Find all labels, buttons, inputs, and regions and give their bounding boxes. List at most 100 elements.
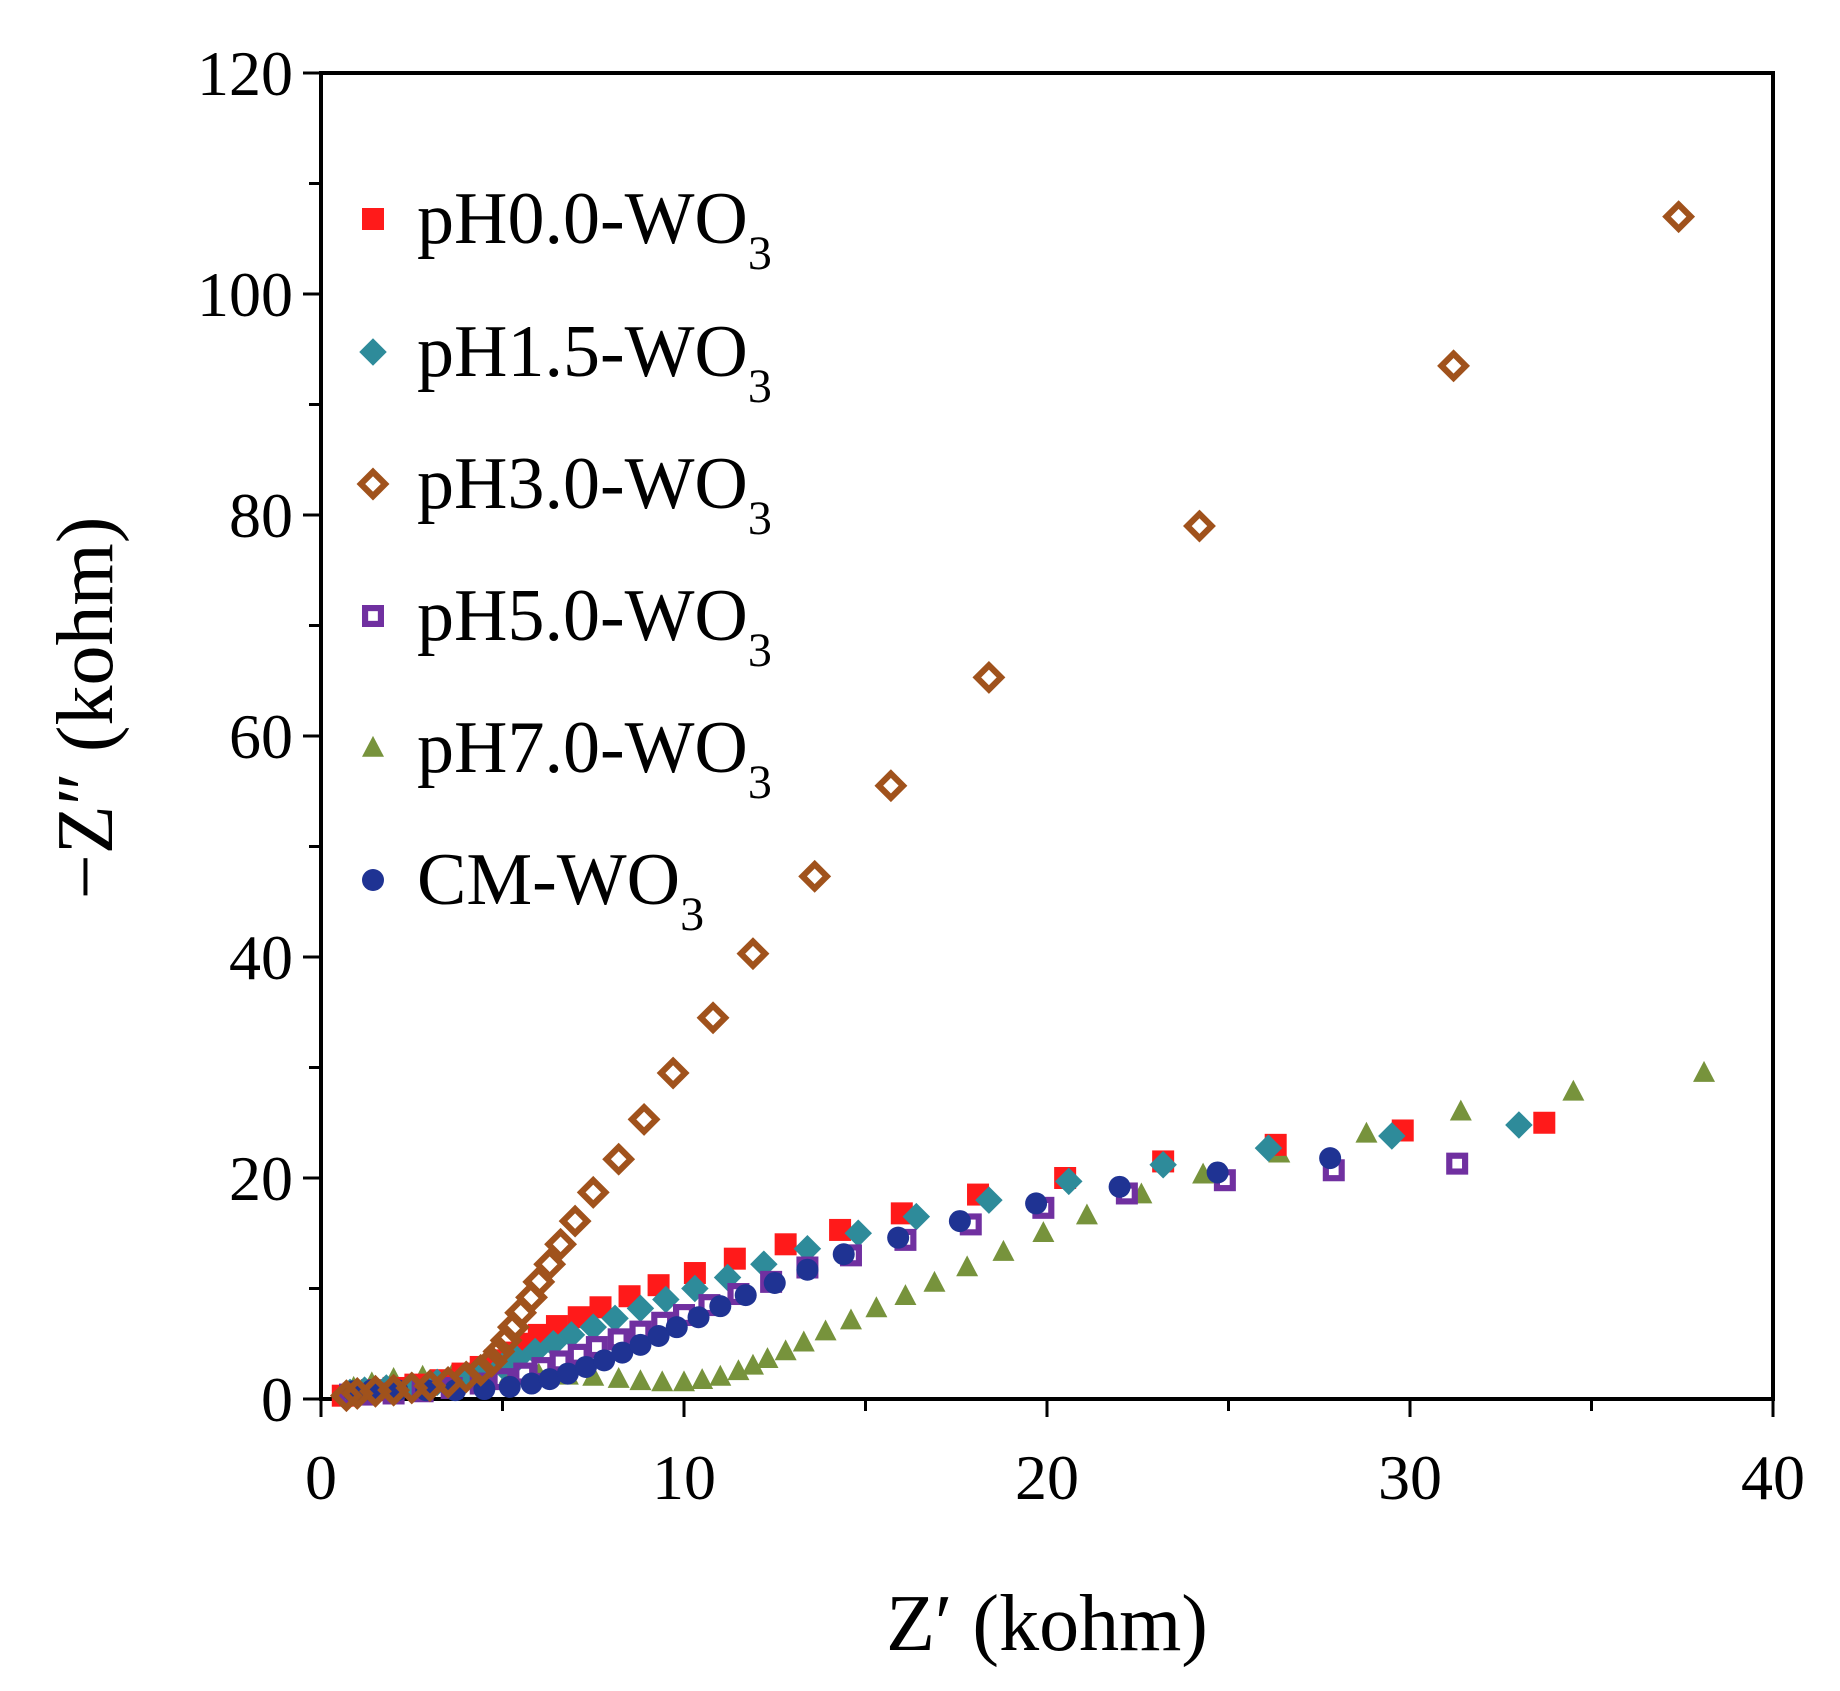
data-point	[829, 1218, 852, 1241]
data-point	[774, 1233, 797, 1256]
data-point	[1206, 1161, 1229, 1184]
data-point	[796, 1258, 819, 1281]
data-point	[627, 1102, 661, 1136]
data-point	[723, 1247, 746, 1270]
data-point	[611, 1341, 634, 1364]
data-point	[651, 1370, 674, 1392]
data-point	[607, 1367, 630, 1388]
data-point	[756, 1347, 779, 1369]
legend-label-text: pH5.0-WO	[417, 575, 748, 657]
data-point	[763, 1271, 786, 1294]
legend-item: pH0.0-WO3	[362, 178, 772, 280]
data-point	[691, 1368, 714, 1390]
x-tick-label: 40	[1741, 1442, 1805, 1513]
legend-marker	[362, 208, 384, 230]
data-point	[874, 769, 908, 803]
series-ph3-0-wo3	[329, 200, 1696, 1413]
data-point	[798, 859, 832, 893]
data-point	[464, 1353, 498, 1387]
data-point	[709, 1295, 732, 1318]
data-point	[1055, 1167, 1083, 1196]
data-point	[774, 1339, 797, 1361]
y-tick-label: 40	[229, 922, 293, 993]
data-point	[1562, 1079, 1585, 1101]
y-tick-label: 60	[229, 701, 293, 772]
data-point	[673, 1370, 695, 1392]
data-point	[582, 1364, 605, 1386]
data-point	[1533, 1111, 1556, 1134]
series-ph1-5-wo3	[336, 1111, 1533, 1407]
data-point	[792, 1330, 815, 1352]
legend-label-subscript: 3	[748, 756, 772, 809]
legend-label-text: pH7.0-WO	[417, 707, 748, 789]
data-point	[1075, 1203, 1098, 1225]
x-axis-label: Z′ (kohm)	[886, 1580, 1208, 1668]
y-tick-label: 120	[197, 38, 293, 109]
legend-label: CM-WO3	[417, 839, 704, 941]
data-point	[1108, 1175, 1131, 1198]
legend-label: pH1.5-WO3	[417, 311, 772, 413]
data-point	[544, 1227, 578, 1261]
data-point	[844, 1219, 872, 1247]
y-tick-label: 0	[261, 1364, 293, 1435]
data-point	[894, 1284, 917, 1306]
data-point	[902, 1202, 931, 1231]
data-point	[1319, 1147, 1342, 1170]
legend-label: pH3.0-WO3	[417, 443, 772, 545]
data-point	[793, 1234, 822, 1263]
data-point	[329, 1379, 363, 1413]
data-point	[736, 937, 770, 971]
data-point	[589, 1296, 612, 1319]
y-tick-label: 100	[197, 259, 293, 330]
data-point	[992, 1239, 1015, 1261]
legend: pH0.0-WO3pH1.5-WO3pH3.0-WO3pH5.0-WO3pH7.…	[356, 178, 772, 941]
data-point	[629, 1369, 652, 1391]
data-point	[1025, 1192, 1048, 1215]
data-point	[727, 1359, 750, 1381]
data-point	[687, 1306, 710, 1329]
data-point	[1662, 200, 1696, 234]
data-point	[579, 1313, 607, 1341]
data-point	[741, 1353, 764, 1375]
data-point	[975, 1186, 1003, 1214]
data-point	[696, 1001, 730, 1035]
data-point	[948, 1210, 971, 1233]
data-point	[1183, 509, 1216, 543]
legend-label-subscript: 3	[680, 888, 704, 941]
data-point	[1149, 1150, 1177, 1179]
legend-item: pH7.0-WO3	[362, 707, 772, 809]
legend-label-subscript: 3	[748, 360, 772, 413]
y-axis-label: −Z″ (kohm)	[42, 517, 130, 900]
legend-label-text: pH3.0-WO	[417, 443, 748, 525]
data-point	[533, 1247, 567, 1281]
data-point	[683, 1262, 706, 1285]
data-point	[1254, 1134, 1283, 1162]
data-point	[475, 1344, 509, 1378]
data-point	[665, 1316, 688, 1339]
legend-label: pH0.0-WO3	[417, 178, 772, 280]
legend-label-text: pH0.0-WO	[417, 178, 748, 260]
data-point	[1032, 1221, 1055, 1243]
legend-item: pH3.0-WO3	[356, 443, 772, 545]
x-tick-label: 30	[1378, 1442, 1442, 1513]
legend-marker	[361, 605, 384, 628]
data-point	[839, 1308, 862, 1330]
legend-marker	[362, 869, 384, 891]
data-point	[520, 1372, 543, 1395]
data-point	[601, 1304, 629, 1333]
data-point	[576, 1175, 610, 1209]
data-point	[626, 1294, 655, 1323]
data-points	[329, 200, 1716, 1413]
data-point	[602, 1142, 636, 1176]
data-point	[1355, 1121, 1378, 1143]
x-tick-label: 20	[1015, 1442, 1079, 1513]
data-point	[1378, 1122, 1406, 1150]
legend-item: CM-WO3	[362, 839, 704, 941]
data-point	[522, 1265, 556, 1299]
data-point	[709, 1364, 732, 1386]
data-point	[538, 1368, 561, 1391]
data-point	[558, 1204, 592, 1238]
legend-label-text: pH1.5-WO	[417, 311, 748, 393]
data-point	[1446, 1152, 1469, 1175]
axes: 0 20 40 60 80 100 120 0 10 20 30 40	[197, 38, 1805, 1513]
